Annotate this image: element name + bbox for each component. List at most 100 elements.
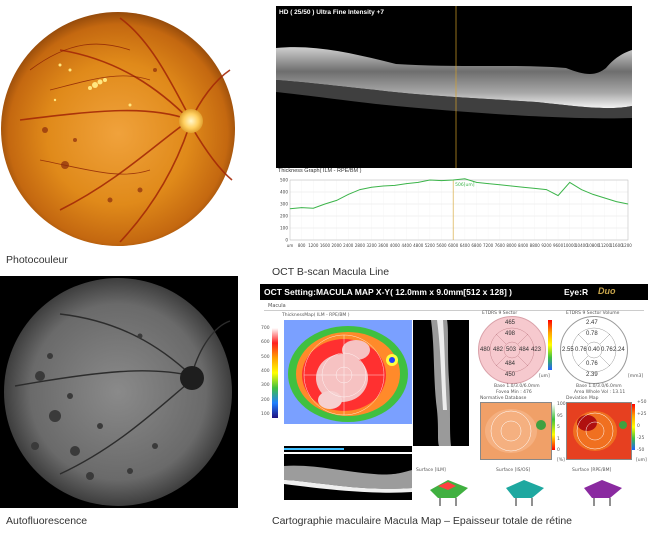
sector-top: 465 bbox=[505, 320, 516, 326]
info-row: Macula bbox=[264, 302, 644, 311]
surface-isos-render bbox=[506, 480, 544, 506]
surface-rpe-render bbox=[584, 480, 622, 506]
data-point bbox=[592, 194, 594, 195]
scale-label: 100 bbox=[557, 402, 566, 407]
data-point bbox=[464, 178, 466, 180]
volume-center: 0.40 bbox=[588, 347, 600, 353]
scale-label: 5 bbox=[557, 425, 560, 430]
sector-outer-left: 480 bbox=[480, 347, 491, 353]
volume-outer-left: 2.55 bbox=[562, 347, 574, 353]
sector-center: 503 bbox=[506, 347, 517, 353]
deviation-map-image bbox=[567, 403, 631, 459]
data-point bbox=[487, 183, 489, 184]
x-tick-label: 6400 bbox=[460, 243, 471, 248]
x-tick-label: 4000 bbox=[390, 243, 401, 248]
y-tick-label: 0 bbox=[285, 238, 288, 243]
thickness-graph-title: Thickness Graph( ILM - RPE/BM ) bbox=[278, 168, 362, 174]
sector-footer-1: Base 1.0/3.0/6.0mm bbox=[494, 384, 540, 389]
color-scale bbox=[272, 328, 278, 418]
data-point bbox=[557, 195, 559, 196]
data-point bbox=[347, 194, 349, 195]
surface-rpe-label: Surface [RPE/BM] bbox=[572, 468, 612, 473]
volume-unit: [mm3] bbox=[628, 374, 644, 379]
thickness-map-image bbox=[284, 320, 412, 424]
data-point bbox=[604, 197, 605, 199]
data-point bbox=[581, 189, 582, 190]
thickness-chart: 500 400 300 200 100 0um 800 1200 1600 2000 2400 280… bbox=[280, 178, 632, 249]
volume-top: 2.47 bbox=[586, 320, 598, 326]
data-point bbox=[441, 180, 442, 181]
color-fundus-image bbox=[0, 10, 238, 248]
scale-label: 600 bbox=[261, 340, 270, 346]
surface-ilm-label: Surface [ILM] bbox=[416, 468, 446, 473]
deviation-scale-labels: +50 +25 0 -25 -50 bbox=[637, 400, 648, 454]
horizontal-bscan bbox=[284, 454, 412, 500]
x-tick-label: 8000 bbox=[506, 243, 517, 248]
sector-outer-right: 423 bbox=[531, 347, 542, 353]
x-tick-label: 7200 bbox=[483, 243, 494, 248]
map-title: ThicknessMap( ILM - RPE/BM ) bbox=[282, 313, 350, 318]
volume-inner-bottom: 0.76 bbox=[586, 361, 598, 367]
x-tick-label: 11600 bbox=[610, 243, 623, 248]
bscan-image bbox=[276, 6, 632, 168]
caption-photocouleur: Photocouleur bbox=[6, 254, 68, 266]
sector-inner-bottom: 484 bbox=[505, 361, 516, 367]
normative-map-image bbox=[481, 403, 551, 459]
sector-inner-top: 498 bbox=[505, 331, 516, 337]
data-point bbox=[452, 179, 454, 181]
data-point bbox=[569, 182, 571, 183]
x-tick-label: 12000 bbox=[622, 243, 632, 248]
sector-inner-right: 484 bbox=[519, 347, 530, 353]
deviation-unit: [um] bbox=[636, 458, 647, 463]
data-point bbox=[546, 189, 547, 190]
color-scale-labels: 700 600 500 400 300 200 100 bbox=[261, 326, 271, 420]
report-header: OCT Setting:MACULA MAP X-Y( 12.0mm x 9.0… bbox=[260, 284, 648, 300]
thickness-line bbox=[289, 178, 629, 210]
normative-scale bbox=[552, 404, 555, 450]
horizontal-bscan-image bbox=[284, 465, 412, 493]
etdrs-sector-grid bbox=[489, 327, 535, 373]
brand-logo: Duo bbox=[598, 286, 616, 296]
data-point bbox=[417, 182, 419, 183]
x-tick-label: 4800 bbox=[413, 243, 424, 248]
scale-label: 200 bbox=[261, 397, 270, 403]
data-point bbox=[499, 184, 501, 186]
x-tick-label: 2000 bbox=[332, 243, 343, 248]
data-point bbox=[371, 186, 372, 188]
plot-frame bbox=[289, 179, 629, 241]
x-tick-label: 10000 bbox=[563, 243, 576, 248]
data-point bbox=[522, 186, 524, 188]
volume-footer-2: Area Whole Vol : 13.11 bbox=[574, 390, 626, 395]
autofluorescence-image bbox=[0, 276, 238, 508]
data-point bbox=[313, 207, 314, 209]
bscan-header: HD ( 25/50 ) Ultra Fine Intensity +7 bbox=[279, 9, 384, 16]
thickness-graph: Thickness Graph( ILM - RPE/BM ) 500 400 30… bbox=[276, 168, 632, 254]
scale-label: 300 bbox=[261, 383, 270, 389]
normative-map bbox=[480, 402, 552, 460]
marker-value: 506[um] bbox=[455, 182, 475, 188]
vertical-bscan bbox=[413, 320, 469, 446]
volume-inner-right: 0.76 bbox=[601, 347, 613, 353]
scale-label: 500 bbox=[261, 354, 270, 360]
data-point bbox=[476, 182, 477, 183]
x-tick-label: 3200 bbox=[366, 243, 377, 248]
etdrs-sector-chart: 465 498 480 482 503 484 423 484 450 bbox=[478, 316, 546, 384]
autofluo-panel bbox=[0, 276, 238, 508]
data-point bbox=[336, 200, 337, 201]
volume-bottom: 2.39 bbox=[586, 372, 598, 378]
macula-report: OCT Setting:MACULA MAP X-Y( 12.0mm x 9.0… bbox=[260, 284, 648, 512]
macula-tab[interactable]: Macula bbox=[268, 303, 286, 309]
x-tick-label: 1600 bbox=[320, 243, 331, 248]
scale-label: -25 bbox=[637, 436, 645, 441]
sector-bottom: 450 bbox=[505, 372, 516, 378]
x-tick-label: 9200 bbox=[541, 243, 552, 248]
thickness-map bbox=[284, 320, 412, 424]
scale-label: 95 bbox=[557, 413, 563, 419]
eye-label: Eye:R bbox=[564, 287, 589, 297]
x-tick-label: 800 bbox=[298, 243, 306, 248]
sector-inner-left: 482 bbox=[493, 347, 504, 353]
report-title: OCT Setting:MACULA MAP X-Y( 12.0mm x 9.0… bbox=[264, 287, 512, 297]
scale-label: -50 bbox=[637, 448, 645, 453]
x-tick-label: 11200 bbox=[598, 243, 611, 248]
scale-label: 400 bbox=[261, 369, 270, 374]
